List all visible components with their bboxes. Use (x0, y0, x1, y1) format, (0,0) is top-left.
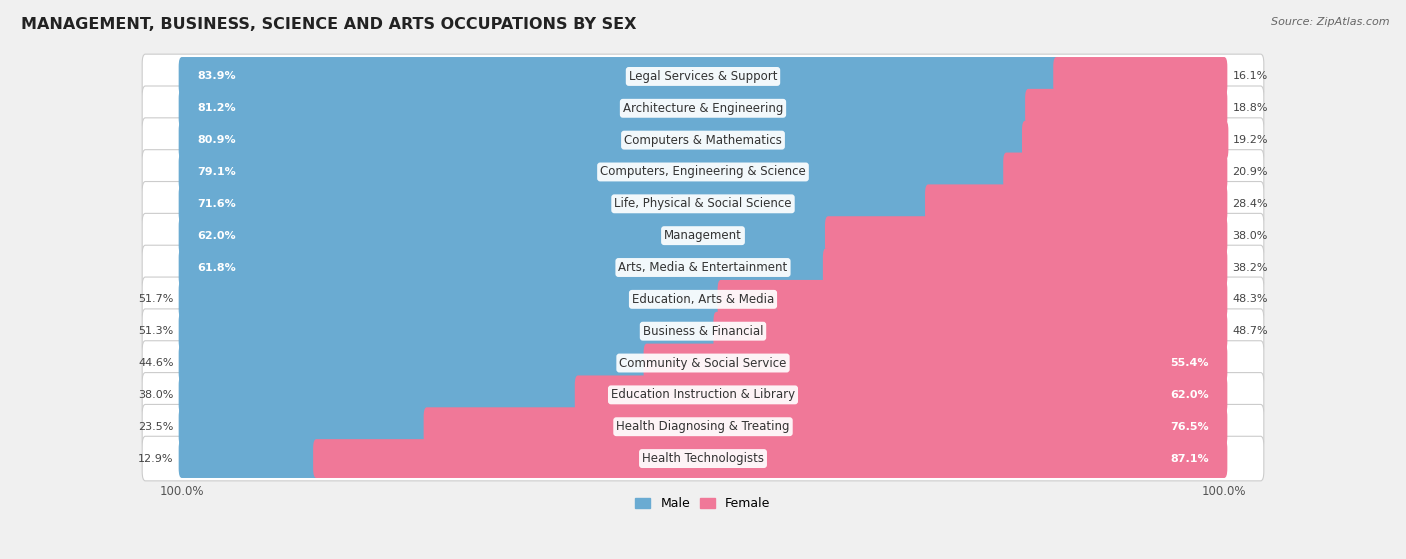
Text: 87.1%: 87.1% (1170, 453, 1209, 463)
FancyBboxPatch shape (925, 184, 1227, 223)
FancyBboxPatch shape (142, 245, 1264, 290)
FancyBboxPatch shape (179, 57, 1060, 96)
Text: 38.0%: 38.0% (138, 390, 173, 400)
FancyBboxPatch shape (142, 150, 1264, 195)
Text: 80.9%: 80.9% (197, 135, 236, 145)
Text: Arts, Media & Entertainment: Arts, Media & Entertainment (619, 261, 787, 274)
FancyBboxPatch shape (179, 376, 581, 414)
FancyBboxPatch shape (142, 341, 1264, 385)
FancyBboxPatch shape (142, 436, 1264, 481)
Text: Source: ZipAtlas.com: Source: ZipAtlas.com (1271, 17, 1389, 27)
FancyBboxPatch shape (423, 408, 1227, 446)
Legend: Male, Female: Male, Female (630, 492, 776, 515)
FancyBboxPatch shape (179, 89, 1032, 127)
FancyBboxPatch shape (142, 373, 1264, 417)
FancyBboxPatch shape (142, 214, 1264, 258)
Text: Education, Arts & Media: Education, Arts & Media (631, 293, 775, 306)
FancyBboxPatch shape (179, 312, 720, 350)
Text: 44.6%: 44.6% (138, 358, 173, 368)
Text: 81.2%: 81.2% (197, 103, 236, 113)
FancyBboxPatch shape (575, 376, 1227, 414)
Text: 71.6%: 71.6% (197, 199, 236, 209)
Text: 19.2%: 19.2% (1233, 135, 1268, 145)
FancyBboxPatch shape (142, 86, 1264, 131)
FancyBboxPatch shape (179, 121, 1028, 159)
Text: Life, Physical & Social Science: Life, Physical & Social Science (614, 197, 792, 210)
FancyBboxPatch shape (142, 404, 1264, 449)
FancyBboxPatch shape (179, 184, 931, 223)
Text: Business & Financial: Business & Financial (643, 325, 763, 338)
Text: 38.0%: 38.0% (1233, 231, 1268, 241)
Text: 18.8%: 18.8% (1233, 103, 1268, 113)
Text: 62.0%: 62.0% (197, 231, 236, 241)
Text: Health Diagnosing & Treating: Health Diagnosing & Treating (616, 420, 790, 433)
Text: 61.8%: 61.8% (197, 263, 236, 272)
Text: 51.3%: 51.3% (138, 326, 173, 336)
FancyBboxPatch shape (179, 280, 724, 319)
FancyBboxPatch shape (179, 248, 830, 287)
FancyBboxPatch shape (179, 439, 319, 478)
Text: 38.2%: 38.2% (1233, 263, 1268, 272)
FancyBboxPatch shape (142, 309, 1264, 353)
Text: 76.5%: 76.5% (1170, 421, 1209, 432)
FancyBboxPatch shape (314, 439, 1227, 478)
FancyBboxPatch shape (142, 54, 1264, 99)
Text: 28.4%: 28.4% (1233, 199, 1268, 209)
Text: 62.0%: 62.0% (1170, 390, 1209, 400)
FancyBboxPatch shape (179, 216, 831, 255)
Text: Architecture & Engineering: Architecture & Engineering (623, 102, 783, 115)
FancyBboxPatch shape (142, 118, 1264, 163)
FancyBboxPatch shape (1053, 57, 1227, 96)
FancyBboxPatch shape (179, 408, 430, 446)
Text: 48.3%: 48.3% (1233, 295, 1268, 304)
FancyBboxPatch shape (713, 312, 1227, 350)
Text: Legal Services & Support: Legal Services & Support (628, 70, 778, 83)
FancyBboxPatch shape (823, 248, 1227, 287)
Text: Community & Social Service: Community & Social Service (619, 357, 787, 369)
Text: Health Technologists: Health Technologists (643, 452, 763, 465)
FancyBboxPatch shape (1004, 153, 1227, 191)
Text: 55.4%: 55.4% (1170, 358, 1209, 368)
Text: 83.9%: 83.9% (197, 72, 236, 82)
Text: MANAGEMENT, BUSINESS, SCIENCE AND ARTS OCCUPATIONS BY SEX: MANAGEMENT, BUSINESS, SCIENCE AND ARTS O… (21, 17, 637, 32)
FancyBboxPatch shape (1022, 121, 1229, 159)
Text: Computers, Engineering & Science: Computers, Engineering & Science (600, 165, 806, 178)
Text: 48.7%: 48.7% (1233, 326, 1268, 336)
FancyBboxPatch shape (1025, 89, 1227, 127)
Text: Management: Management (664, 229, 742, 242)
FancyBboxPatch shape (142, 182, 1264, 226)
Text: 23.5%: 23.5% (138, 421, 173, 432)
Text: 12.9%: 12.9% (138, 453, 173, 463)
FancyBboxPatch shape (825, 216, 1227, 255)
FancyBboxPatch shape (644, 344, 1227, 382)
FancyBboxPatch shape (179, 153, 1010, 191)
FancyBboxPatch shape (179, 344, 650, 382)
Text: 16.1%: 16.1% (1233, 72, 1268, 82)
Text: 20.9%: 20.9% (1233, 167, 1268, 177)
Text: 51.7%: 51.7% (138, 295, 173, 304)
Text: Education Instruction & Library: Education Instruction & Library (612, 389, 794, 401)
FancyBboxPatch shape (142, 277, 1264, 321)
Text: 79.1%: 79.1% (197, 167, 236, 177)
Text: Computers & Mathematics: Computers & Mathematics (624, 134, 782, 146)
FancyBboxPatch shape (717, 280, 1227, 319)
